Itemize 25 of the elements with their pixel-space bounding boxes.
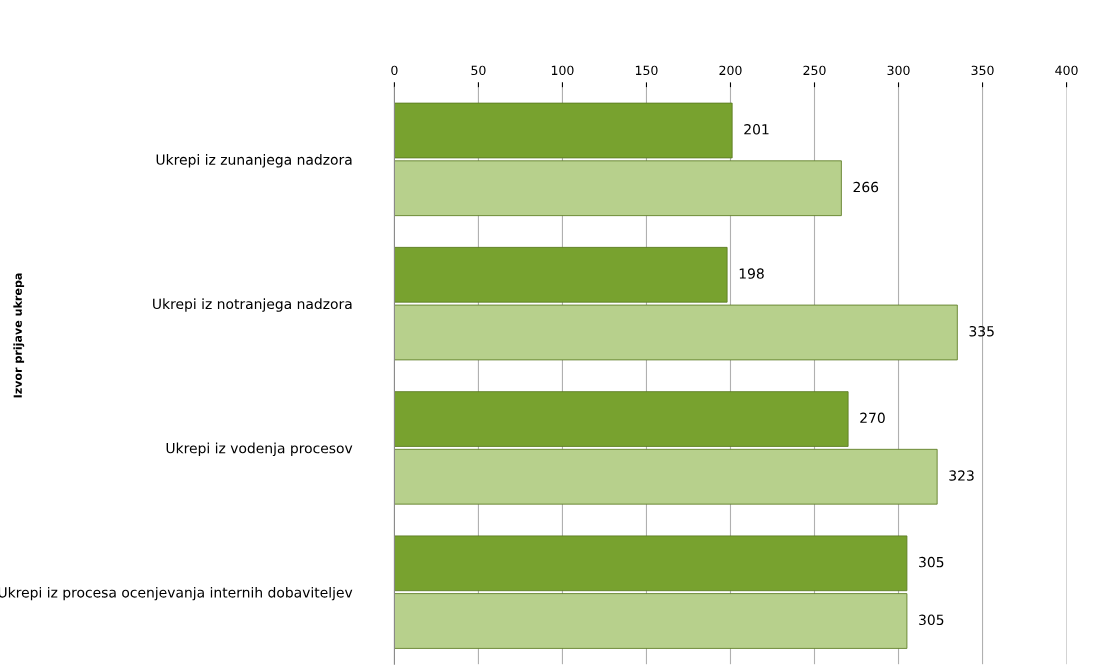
data-label: 270 xyxy=(860,412,885,424)
data-label: 266 xyxy=(853,181,879,193)
data-label: 305 xyxy=(919,556,944,568)
data-label: 201 xyxy=(744,124,769,135)
x-tick-label: 0 xyxy=(391,65,398,76)
x-tick-label: 100 xyxy=(551,65,574,76)
data-label: 335 xyxy=(969,326,994,337)
x-tick-label: 300 xyxy=(887,65,910,76)
y-axis-title: Izvor prijave ukrepa xyxy=(13,273,25,398)
data-label: 305 xyxy=(919,614,944,626)
x-tick-label: 400 xyxy=(1055,65,1078,76)
x-tick-label: 350 xyxy=(971,65,994,76)
x-tick-label: 50 xyxy=(471,65,486,76)
bar xyxy=(394,535,908,592)
data-label: 323 xyxy=(949,470,974,481)
y-tick-label: Ukrepi iz notranjega nadzora xyxy=(153,298,352,312)
bar xyxy=(394,593,908,649)
y-tick-label: Ukrepi iz vodenja procesov xyxy=(166,442,353,457)
bar xyxy=(394,448,938,505)
x-tick-label: 250 xyxy=(803,65,826,76)
bar xyxy=(394,391,849,447)
x-tick-label: 150 xyxy=(635,65,658,76)
y-tick-label: Ukrepi iz zunanjega nadzora xyxy=(156,154,352,168)
x-tick-label: 200 xyxy=(719,65,742,76)
data-label: 198 xyxy=(739,268,764,279)
